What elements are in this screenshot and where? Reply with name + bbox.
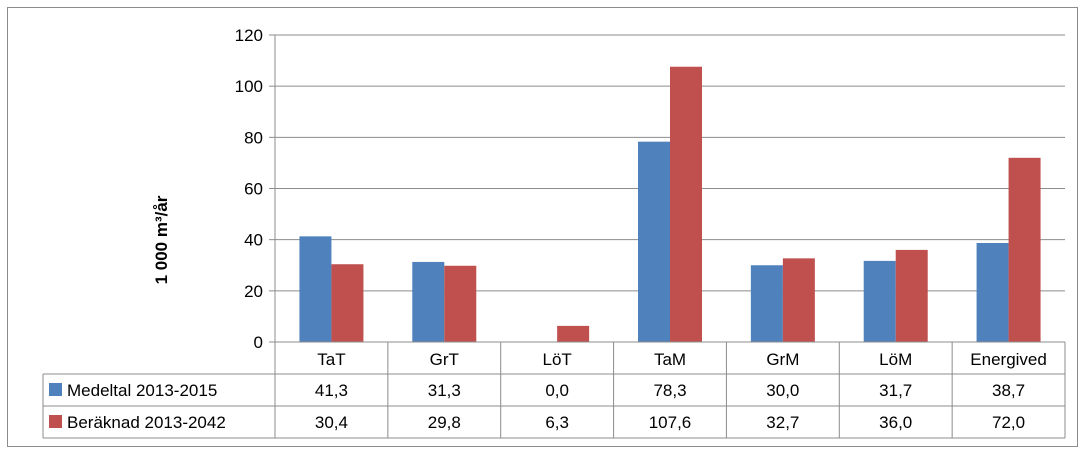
axes	[269, 34, 276, 343]
bar-beraknad	[331, 264, 364, 342]
bar-beraknad	[670, 66, 702, 343]
table-cell: 29,8	[428, 413, 461, 432]
y-tick-labels: 0 20 40 60 80 100 120	[235, 26, 263, 352]
table-cell: 41,3	[315, 381, 348, 400]
y-tick-label: 100	[235, 77, 263, 96]
y-axis-label: 1 000 m³/år	[152, 195, 171, 284]
table-cell: 0,0	[545, 381, 569, 400]
table-cell: 30,4	[315, 413, 348, 432]
x-tick-label: GrT	[430, 350, 459, 369]
x-tick-label: GrM	[766, 350, 799, 369]
table-cell: 72,0	[992, 413, 1025, 432]
bar-medeltal	[976, 242, 1009, 342]
x-tick-label: LöT	[542, 350, 571, 369]
bar-beraknad	[444, 265, 477, 342]
legend-key	[49, 383, 62, 396]
x-tick-label: TaT	[317, 350, 345, 369]
bar-medeltal	[299, 236, 332, 342]
table-cell: 107,6	[649, 413, 692, 432]
y-tick-label: 20	[244, 282, 263, 301]
bar-medeltal	[638, 141, 670, 342]
bar-medeltal	[863, 260, 896, 342]
data-table: TaT GrT LöT TaM GrM LöM Energived Medeltal 2013…	[42, 341, 1066, 439]
x-tick-label: LöM	[879, 350, 912, 369]
x-tick-label: Energived	[970, 350, 1047, 369]
bars	[299, 66, 1041, 343]
table-cell: 36,0	[879, 413, 912, 432]
bar-medeltal	[750, 265, 783, 342]
table-cell: 6,3	[545, 413, 569, 432]
bar-beraknad	[895, 249, 928, 342]
bar-beraknad	[782, 258, 815, 342]
bar-medeltal	[412, 261, 445, 342]
bar-beraknad	[1008, 157, 1041, 342]
table-cell: 32,7	[766, 413, 799, 432]
y-tick-label: 80	[244, 128, 263, 147]
table-cell: 78,3	[653, 381, 686, 400]
y-tick-label: 40	[244, 231, 263, 250]
x-tick-label: TaM	[654, 350, 686, 369]
y-tick-label: 120	[235, 26, 263, 45]
table-cell: 31,7	[879, 381, 912, 400]
y-tick-label: 0	[254, 333, 263, 352]
y-tick-label: 60	[244, 180, 263, 199]
legend-key	[49, 415, 62, 428]
table-cell: 31,3	[428, 381, 461, 400]
bar-beraknad	[557, 325, 590, 342]
table-cell: 38,7	[992, 381, 1025, 400]
legend-label: Beräknad 2013-2042	[67, 413, 226, 432]
table-cell: 30,0	[766, 381, 799, 400]
legend-label: Medeltal 2013-2015	[67, 381, 217, 400]
